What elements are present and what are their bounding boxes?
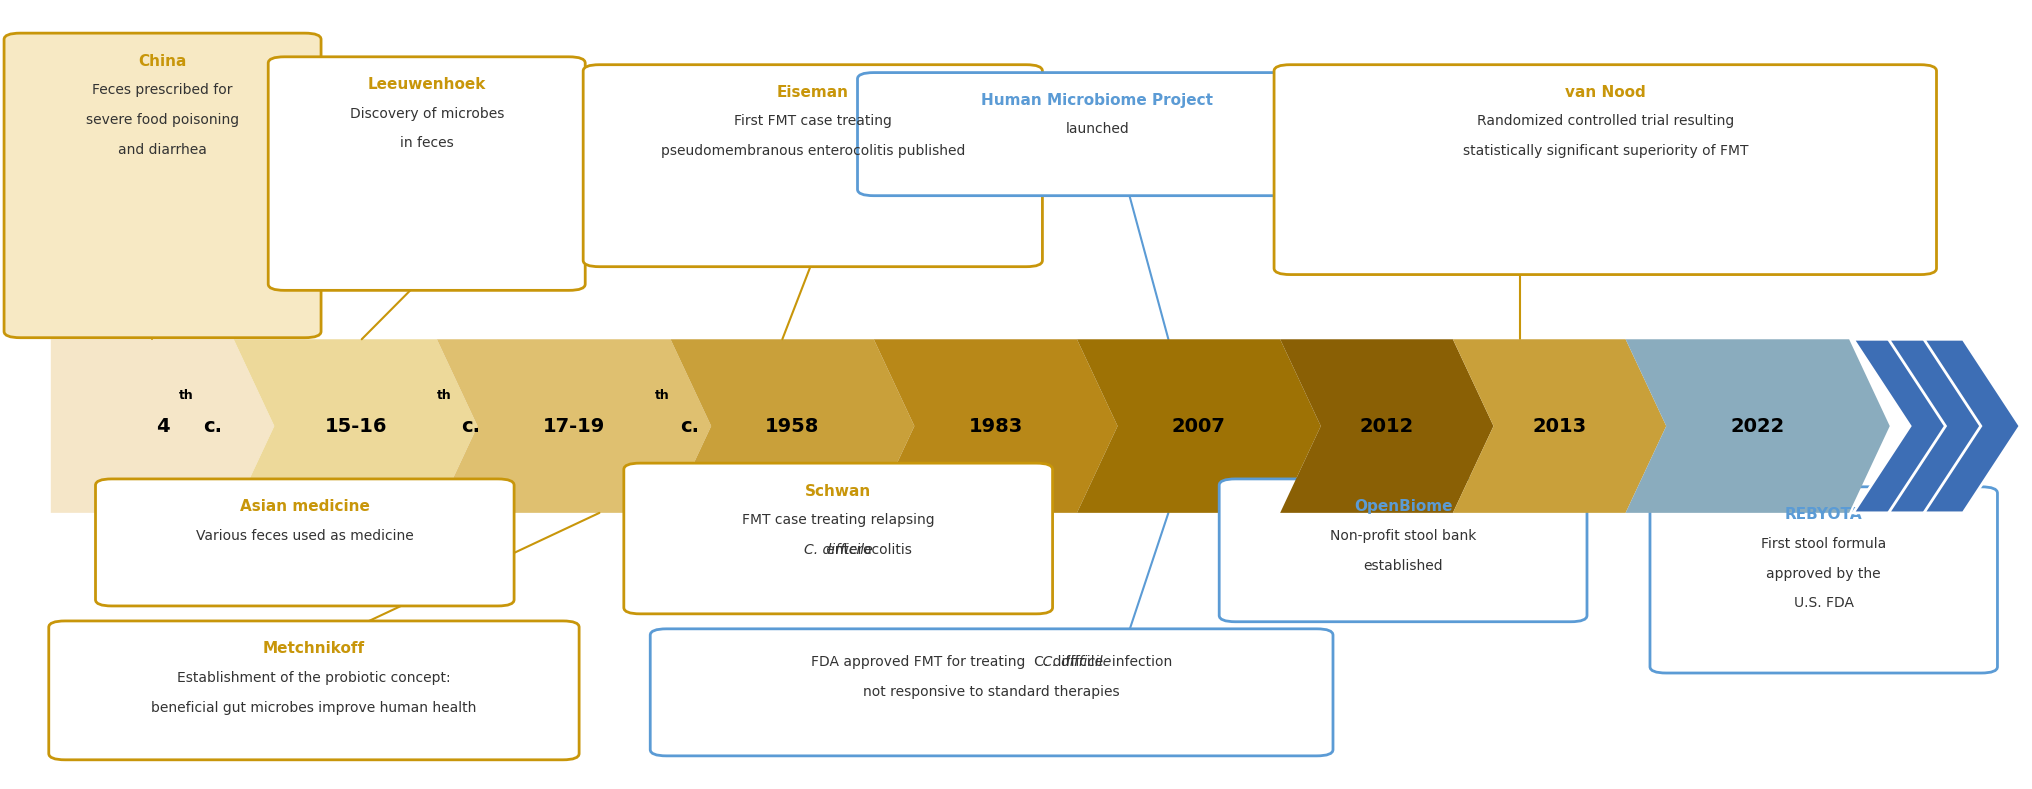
Text: established: established [1363,559,1443,573]
Text: van Nood: van Nood [1565,85,1646,100]
Text: Eiseman: Eiseman [776,85,849,100]
Text: U.S. FDA: U.S. FDA [1794,596,1853,611]
Text: 2013: 2013 [1532,417,1587,436]
Text: FMT case treating relapsing: FMT case treating relapsing [742,513,935,527]
FancyBboxPatch shape [268,57,585,290]
Polygon shape [1924,339,2020,513]
Text: 15-16: 15-16 [325,417,386,436]
FancyBboxPatch shape [4,33,321,338]
Text: th: th [654,389,671,402]
Text: 1958: 1958 [766,417,819,436]
FancyBboxPatch shape [650,629,1333,756]
Text: enterocolitis: enterocolitis [764,543,912,557]
Polygon shape [1888,339,1985,513]
Text: in feces: in feces [400,136,453,151]
Polygon shape [51,339,274,513]
Text: 2022: 2022 [1731,417,1784,436]
FancyBboxPatch shape [1219,479,1587,622]
Text: 1983: 1983 [969,417,1022,436]
Text: Asian medicine: Asian medicine [240,499,370,514]
FancyBboxPatch shape [1274,65,1936,275]
Text: 4: 4 [156,417,169,436]
Text: C. difficile: C. difficile [805,543,872,557]
Text: pseudomembranous enterocolitis published: pseudomembranous enterocolitis published [660,144,965,159]
Text: Leeuwenhoek: Leeuwenhoek [368,77,486,92]
Text: Human Microbiome Project: Human Microbiome Project [981,93,1213,108]
Text: Schwan: Schwan [805,484,872,499]
Text: C. difficile: C. difficile [872,655,1112,669]
Text: 2007: 2007 [1172,417,1225,436]
FancyBboxPatch shape [1650,487,1997,673]
Polygon shape [874,339,1118,513]
Text: severe food poisoning: severe food poisoning [85,113,240,127]
Text: th: th [437,389,451,402]
Text: REBYOTA: REBYOTA [1784,507,1863,522]
Text: approved by the: approved by the [1766,567,1882,581]
Text: OpenBiome: OpenBiome [1353,499,1453,514]
Text: Randomized controlled trial resulting: Randomized controlled trial resulting [1477,114,1733,129]
FancyBboxPatch shape [858,73,1337,196]
Text: 17-19: 17-19 [543,417,606,436]
Polygon shape [234,339,478,513]
Polygon shape [1453,339,1666,513]
Text: c.: c. [461,417,480,436]
Text: statistically significant superiority of FMT: statistically significant superiority of… [1463,144,1748,159]
Text: not responsive to standard therapies: not responsive to standard therapies [864,685,1120,699]
Text: FDA approved FMT for treating  C. difficile  infection: FDA approved FMT for treating C. diffici… [811,655,1172,669]
Text: First stool formula: First stool formula [1762,537,1886,551]
Text: 2012: 2012 [1359,417,1414,436]
Text: c.: c. [203,417,221,436]
Polygon shape [1280,339,1494,513]
Text: Discovery of microbes: Discovery of microbes [350,107,504,121]
Text: First FMT case treating: First FMT case treating [734,114,892,129]
FancyBboxPatch shape [583,65,1042,267]
Text: Various feces used as medicine: Various feces used as medicine [195,529,415,543]
Polygon shape [671,339,914,513]
FancyBboxPatch shape [96,479,514,606]
Text: Establishment of the probiotic concept:: Establishment of the probiotic concept: [177,671,451,685]
Text: Non-profit stool bank: Non-profit stool bank [1329,529,1477,543]
Polygon shape [1853,339,1949,513]
Polygon shape [1077,339,1321,513]
Text: Metchnikoff: Metchnikoff [262,641,366,656]
Text: Feces prescribed for: Feces prescribed for [91,83,234,97]
Text: launched: launched [1065,122,1130,136]
FancyBboxPatch shape [624,463,1053,614]
Text: China: China [138,54,187,69]
Polygon shape [437,339,711,513]
FancyBboxPatch shape [49,621,579,760]
Polygon shape [1626,339,1890,513]
Text: and diarrhea: and diarrhea [118,143,207,157]
Text: th: th [179,389,193,402]
Text: c.: c. [679,417,699,436]
Text: beneficial gut microbes improve human health: beneficial gut microbes improve human he… [150,701,478,715]
